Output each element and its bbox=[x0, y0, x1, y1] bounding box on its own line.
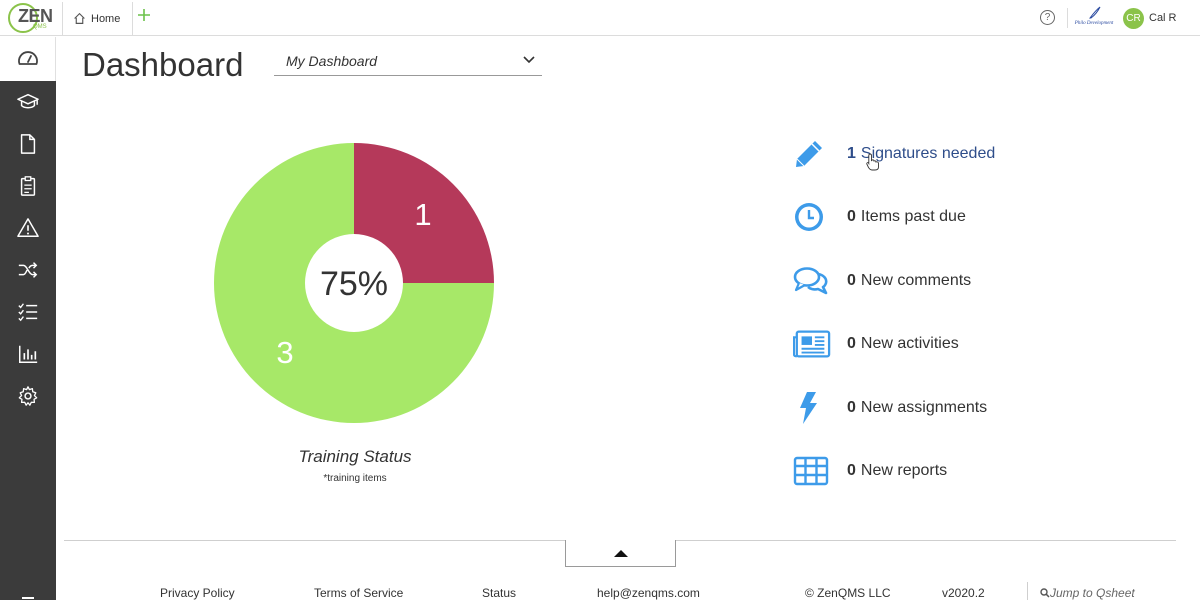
training-status-chart: 1 3 75% bbox=[213, 142, 495, 424]
hand-cursor-icon bbox=[866, 153, 879, 171]
sidebar-item-settings[interactable] bbox=[0, 375, 56, 417]
document-icon bbox=[20, 134, 36, 154]
stat-new-reports[interactable]: 0 New reports bbox=[793, 453, 1053, 489]
user-name[interactable]: Cal R bbox=[1149, 12, 1177, 24]
version-text: v2020.2 bbox=[942, 586, 985, 600]
sidebar-item-dashboard[interactable] bbox=[0, 37, 56, 81]
sidebar-item-documents[interactable] bbox=[0, 123, 56, 165]
jump-to-qsheet-search[interactable]: Jump to Qsheet bbox=[1040, 586, 1135, 600]
chevron-down-icon bbox=[523, 56, 535, 64]
stat-label: New comments bbox=[860, 272, 972, 289]
status-link[interactable]: Status bbox=[482, 586, 517, 600]
company-logo-text: Philo Development bbox=[1074, 21, 1114, 26]
dashboard-select-value: My Dashboard bbox=[286, 53, 378, 69]
company-logo: Philo Development bbox=[1074, 6, 1114, 30]
help-email-link[interactable]: help@zenqms.com bbox=[597, 586, 700, 600]
sidebar-item-reports[interactable] bbox=[0, 333, 56, 375]
comments-icon bbox=[793, 263, 831, 299]
avatar[interactable]: CR bbox=[1123, 8, 1144, 29]
bolt-icon bbox=[793, 390, 831, 426]
pencil-icon bbox=[793, 136, 831, 172]
stat-label: Items past due bbox=[860, 208, 966, 225]
search-icon bbox=[1040, 588, 1050, 598]
pie-data-label: 3 bbox=[276, 335, 293, 370]
top-bar: ZEN QMS Home ? Philo Development CR Cal … bbox=[0, 0, 1200, 36]
zenqms-logo[interactable]: ZEN QMS bbox=[8, 3, 54, 33]
sidebar-item-training[interactable] bbox=[0, 81, 56, 123]
stat-new-activities[interactable]: 0 New activities bbox=[793, 326, 1053, 362]
stat-count: 0 bbox=[847, 462, 856, 479]
warning-icon bbox=[17, 218, 39, 237]
copyright-text: © ZenQMS LLC bbox=[805, 586, 891, 600]
quill-icon bbox=[1088, 6, 1101, 19]
bar-chart-icon bbox=[19, 345, 38, 363]
stat-label: New activities bbox=[860, 335, 959, 352]
menu-icon bbox=[22, 597, 34, 599]
sidebar bbox=[0, 37, 56, 600]
clock-icon bbox=[793, 199, 831, 235]
sidebar-item-workflows[interactable] bbox=[0, 249, 56, 291]
stat-label[interactable]: Signatures needed bbox=[860, 145, 996, 162]
stat-items-past-due[interactable]: 0 Items past due bbox=[793, 199, 1053, 235]
stat-signatures-needed[interactable]: 1 Signatures needed bbox=[793, 136, 1053, 172]
collapse-toggle-button[interactable] bbox=[565, 540, 676, 567]
terms-of-service-link[interactable]: Terms of Service bbox=[314, 586, 404, 600]
stat-label: New assignments bbox=[860, 399, 988, 416]
stat-count: 1 bbox=[847, 145, 856, 162]
divider bbox=[1067, 8, 1068, 28]
pie-slice-incomplete[interactable] bbox=[354, 143, 494, 283]
shuffle-icon bbox=[18, 262, 38, 278]
page-title: Dashboard bbox=[82, 46, 244, 83]
sidebar-item-issues[interactable] bbox=[0, 207, 56, 249]
graduation-cap-icon bbox=[17, 93, 39, 109]
divider bbox=[1027, 582, 1028, 600]
stat-count: 0 bbox=[847, 272, 856, 289]
donut-center-label: 75% bbox=[320, 265, 388, 303]
sidebar-expand-handle[interactable] bbox=[0, 592, 56, 600]
tab-home[interactable]: Home bbox=[62, 2, 134, 35]
stat-count: 0 bbox=[847, 335, 856, 352]
stat-count: 0 bbox=[847, 208, 856, 225]
donut-chart-svg: 1 3 75% bbox=[214, 143, 494, 423]
jump-to-qsheet-placeholder: Jump to Qsheet bbox=[1050, 586, 1135, 600]
gauge-icon bbox=[17, 51, 38, 65]
privacy-policy-link[interactable]: Privacy Policy bbox=[160, 586, 235, 600]
footer: Privacy Policy Terms of Service Status h… bbox=[56, 582, 1200, 600]
logo-subtext: QMS bbox=[33, 24, 47, 30]
stat-new-comments[interactable]: 0 New comments bbox=[793, 263, 1053, 299]
stat-count: 0 bbox=[847, 399, 856, 416]
add-tab-button[interactable] bbox=[135, 8, 153, 26]
chart-title: Training Status bbox=[298, 447, 412, 466]
sidebar-item-checklists[interactable] bbox=[0, 165, 56, 207]
newspaper-icon bbox=[793, 326, 831, 362]
tab-home-label: Home bbox=[91, 12, 121, 25]
caret-up-icon bbox=[613, 550, 628, 557]
sidebar-item-tasks[interactable] bbox=[0, 291, 56, 333]
logo-text: ZEN bbox=[18, 6, 53, 26]
dashboard-select[interactable]: My Dashboard bbox=[274, 50, 542, 76]
clipboard-icon bbox=[20, 176, 36, 196]
table-icon bbox=[793, 453, 831, 489]
home-icon bbox=[74, 12, 85, 24]
stat-new-assignments[interactable]: 0 New assignments bbox=[793, 390, 1053, 426]
plus-icon bbox=[138, 9, 150, 21]
help-button[interactable]: ? bbox=[1040, 10, 1055, 25]
pie-data-label: 1 bbox=[414, 197, 431, 232]
stat-label: New reports bbox=[860, 462, 948, 479]
chart-subtitle: *training items bbox=[323, 473, 387, 484]
gear-icon bbox=[18, 386, 38, 406]
donut-hole bbox=[305, 234, 403, 332]
list-check-icon bbox=[18, 303, 38, 322]
